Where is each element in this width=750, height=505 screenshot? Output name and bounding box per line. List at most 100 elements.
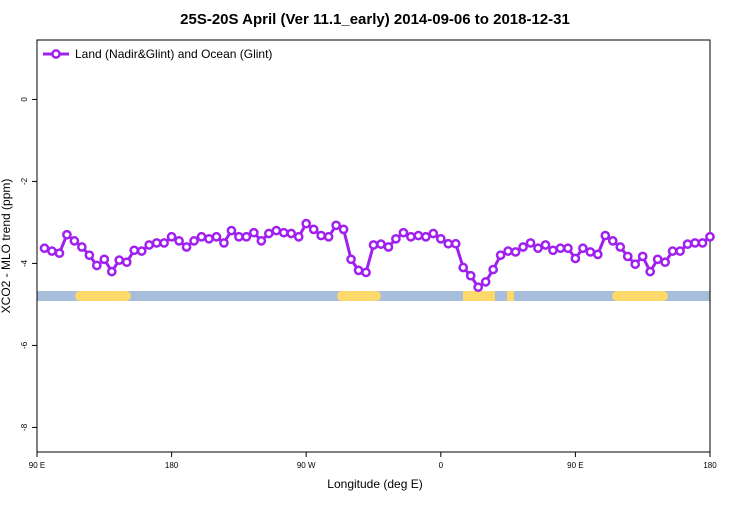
data-point: [136, 246, 147, 256]
data-point: [406, 231, 416, 242]
data-point: [450, 238, 461, 249]
data-point: [398, 227, 409, 238]
x-tick-label: 90 W: [297, 461, 316, 470]
data-point: [323, 231, 334, 242]
land-patch: [463, 291, 495, 301]
data-point: [84, 250, 95, 261]
data-point: [675, 246, 685, 256]
data-point: [391, 233, 401, 244]
y-tick-label: -4: [20, 259, 29, 267]
data-point: [705, 231, 715, 242]
data-point: [331, 220, 341, 231]
land-patch: [612, 291, 668, 301]
data-point: [645, 266, 656, 277]
y-tick-label: -6: [20, 341, 29, 349]
x-tick-label: 180: [165, 461, 179, 470]
data-point: [652, 254, 663, 265]
x-tick-label: 180: [703, 461, 717, 470]
data-point: [518, 242, 528, 252]
data-point: [413, 230, 424, 241]
data-point: [129, 245, 140, 256]
data-point: [607, 236, 618, 246]
data-point: [615, 242, 626, 252]
data-point: [660, 257, 670, 268]
y-tick-label: -8: [20, 423, 29, 431]
data-point: [637, 251, 648, 262]
data-point: [458, 262, 469, 273]
y-tick-label: 0: [20, 97, 29, 102]
data-point: [473, 282, 484, 293]
data-point: [555, 243, 566, 254]
data-point: [540, 240, 551, 250]
data-point: [99, 254, 110, 265]
data-point: [578, 243, 588, 254]
data-point: [121, 257, 132, 268]
data-point: [62, 229, 72, 240]
y-tick-label: -2: [20, 177, 29, 185]
data-point: [204, 233, 214, 244]
data-point: [226, 225, 237, 236]
data-point: [420, 231, 431, 242]
data-point: [465, 270, 476, 281]
data-point: [39, 243, 50, 254]
data-point: [667, 246, 678, 256]
data-point: [376, 239, 386, 250]
data-point: [682, 239, 693, 250]
data-point: [263, 228, 274, 239]
chart-title: 25S-20S April (Ver 11.1_early) 2014-09-0…: [180, 11, 570, 28]
data-point: [144, 240, 155, 250]
data-point: [548, 245, 558, 256]
data-point: [495, 250, 506, 261]
data-point: [383, 242, 394, 252]
data-point: [435, 233, 446, 244]
data-point: [211, 231, 222, 242]
legend-label: Land (Nadir&Glint) and Ocean (Glint): [75, 47, 272, 61]
data-point: [525, 238, 536, 248]
data-point: [533, 243, 543, 254]
series-line: [43, 221, 711, 290]
data-point: [510, 247, 521, 257]
data-point: [278, 227, 289, 238]
data-point: [316, 230, 327, 241]
data-point: [106, 266, 117, 277]
data-point: [443, 238, 454, 249]
data-point: [114, 255, 125, 265]
data-point: [47, 246, 57, 256]
data-point: [241, 231, 252, 242]
x-tick-label: 0: [439, 461, 444, 470]
data-point: [488, 264, 498, 275]
data-point: [196, 231, 207, 242]
data-point: [301, 218, 312, 229]
data-point: [622, 251, 633, 262]
land-patch: [75, 291, 131, 301]
data-point: [151, 238, 162, 248]
data-point: [361, 267, 371, 278]
y-axis-label: XCO2 - MLO trend (ppm): [0, 179, 13, 314]
data-point: [234, 231, 244, 242]
data-point: [77, 242, 87, 252]
data-point: [630, 259, 641, 270]
data-point: [308, 224, 319, 235]
land-patch: [507, 291, 514, 301]
data-point: [256, 236, 267, 246]
data-point: [563, 243, 573, 254]
data-point: [428, 228, 439, 239]
land-patch: [337, 291, 381, 301]
data-point: [286, 228, 297, 239]
land-ocean-band: [37, 291, 710, 301]
data-point: [346, 254, 356, 265]
data-point: [69, 236, 80, 246]
plot-frame: [36, 39, 711, 453]
data-point: [353, 265, 364, 276]
data-point: [166, 231, 177, 242]
data-point: [181, 242, 192, 252]
data-point: [219, 238, 229, 248]
data-point: [600, 230, 611, 241]
x-axis-label: Longitude (deg E): [327, 477, 422, 491]
data-point: [697, 238, 708, 248]
data-point: [54, 248, 65, 259]
data-point: [570, 253, 581, 264]
data-point: [174, 236, 184, 246]
data-point: [585, 247, 596, 257]
